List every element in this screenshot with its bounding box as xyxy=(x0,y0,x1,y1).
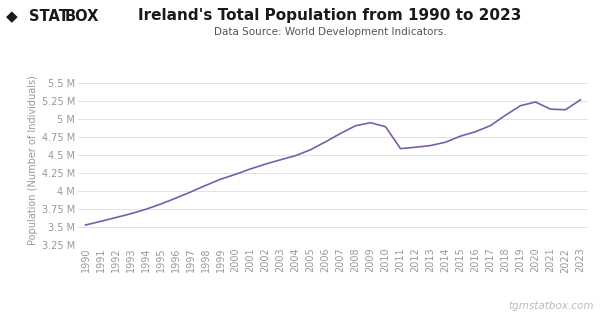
Text: STAT: STAT xyxy=(29,9,68,24)
Text: BOX: BOX xyxy=(65,9,99,24)
Text: Ireland's Total Population from 1990 to 2023: Ireland's Total Population from 1990 to … xyxy=(139,8,521,23)
Text: ◆: ◆ xyxy=(6,9,18,24)
Y-axis label: Population (Number of Individuals): Population (Number of Individuals) xyxy=(28,75,38,245)
Text: Data Source: World Development Indicators.: Data Source: World Development Indicator… xyxy=(214,27,446,37)
Text: tgmstatbox.com: tgmstatbox.com xyxy=(509,301,594,311)
